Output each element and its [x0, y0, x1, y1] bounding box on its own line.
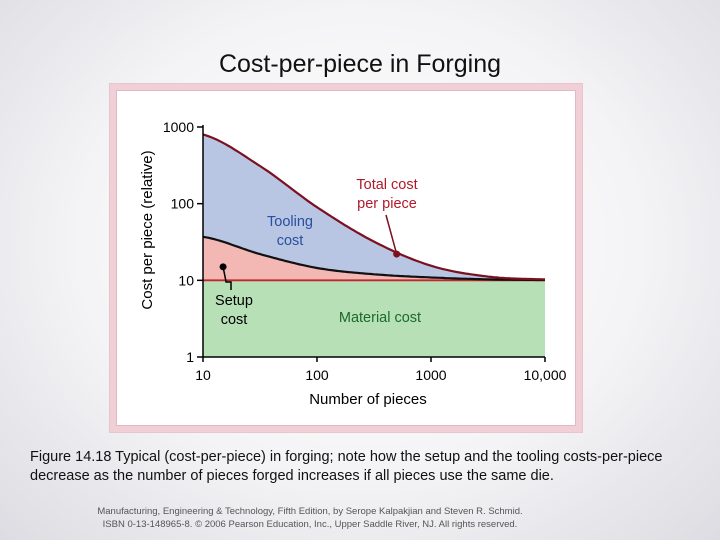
x-tick-label: 10	[195, 367, 211, 383]
tooling-cost-label-line2: cost	[277, 233, 304, 249]
copyright-footer: Manufacturing, Engineering & Technology,…	[60, 505, 560, 531]
setup-cost-label-line2: cost	[221, 312, 248, 328]
total-cost-label-line2: per piece	[357, 196, 417, 212]
y-axis-label: Cost per piece (relative)	[139, 150, 156, 309]
setup-cost-pointer	[222, 266, 232, 290]
material-cost-area	[203, 280, 545, 357]
total-cost-marker	[393, 250, 401, 258]
slide-title: Cost-per-piece in Forging	[218, 50, 502, 78]
chart-lines	[202, 133, 545, 282]
chart-areas	[203, 134, 545, 357]
x-axis-label: Number of pieces	[309, 391, 427, 408]
tooling-cost-label: Tooling	[267, 214, 313, 230]
y-tick-label: 10	[178, 272, 194, 288]
footer-line-1: Manufacturing, Engineering & Technology,…	[97, 506, 523, 517]
y-tick-label: 1	[186, 349, 194, 365]
material-cost-label: Material cost	[339, 310, 421, 326]
total-cost-line	[202, 133, 545, 281]
setup-cost-marker	[219, 263, 227, 271]
y-tick-label: 1000	[163, 119, 194, 135]
total-cost-label: Total cost	[356, 177, 417, 193]
total-cost-pointer	[385, 214, 398, 255]
x-tick-label: 100	[305, 367, 329, 383]
setup-cost-label: Setup	[215, 293, 253, 309]
x-tick-label: 1000	[415, 367, 446, 383]
y-tick-label: 100	[171, 196, 195, 212]
figure-caption: Figure 14.18 Typical (cost-per-piece) in…	[30, 449, 663, 484]
x-tick-label: 10,000	[524, 367, 567, 383]
footer-line-2: ISBN 0-13-148965-8. © 2006 Pearson Educa…	[102, 519, 518, 530]
chart-labels: Total cost per piece Tooling cost Setup cost M…	[215, 177, 421, 328]
tooling-cost-area	[203, 134, 545, 280]
setup-cost-line	[202, 235, 545, 282]
setup-cost-area	[203, 236, 545, 281]
